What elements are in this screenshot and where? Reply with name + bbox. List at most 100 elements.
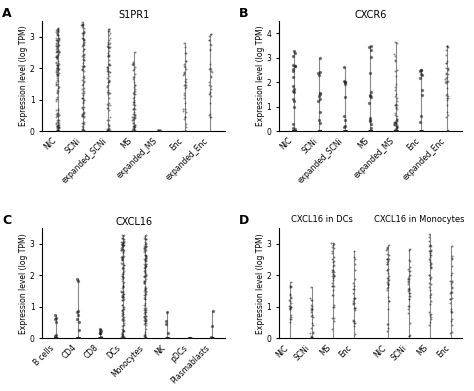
Point	[328, 280, 336, 287]
Point	[391, 128, 398, 135]
Point	[185, 335, 193, 341]
Point	[207, 86, 214, 92]
Point	[142, 326, 150, 332]
Point	[309, 306, 316, 312]
Point	[51, 316, 59, 323]
Point	[207, 335, 215, 341]
Point	[141, 335, 149, 341]
Point	[106, 127, 113, 133]
Point	[106, 35, 113, 41]
Point	[391, 128, 398, 135]
Point	[443, 85, 451, 91]
Point	[350, 318, 357, 325]
Text: D: D	[238, 213, 249, 227]
Point	[73, 335, 81, 341]
Point	[393, 128, 401, 135]
Point	[392, 128, 400, 135]
Point	[80, 119, 88, 126]
Point	[54, 71, 61, 77]
Point	[442, 79, 449, 86]
Point	[350, 248, 358, 254]
Point	[328, 326, 336, 333]
Point	[105, 78, 113, 84]
Point	[140, 332, 148, 338]
Point	[393, 128, 401, 135]
Point	[55, 26, 62, 32]
Point	[367, 128, 375, 135]
Point	[105, 32, 113, 38]
Point	[442, 92, 450, 98]
Point	[79, 128, 86, 135]
Point	[118, 308, 126, 315]
Point	[95, 335, 103, 341]
Point	[342, 128, 349, 135]
Point	[78, 67, 85, 74]
Point	[81, 110, 88, 117]
Point	[426, 242, 434, 248]
Point	[97, 335, 105, 341]
Point	[425, 231, 433, 238]
Point	[80, 121, 88, 127]
Point	[208, 335, 215, 341]
Point	[54, 51, 62, 57]
Point	[118, 297, 126, 303]
Point	[392, 127, 400, 133]
Point	[291, 128, 298, 135]
Point	[392, 128, 399, 135]
Point	[55, 107, 62, 113]
Point	[118, 240, 126, 247]
Point	[131, 124, 138, 130]
Point	[185, 335, 193, 341]
Point	[419, 87, 426, 93]
Point	[142, 292, 149, 298]
Point	[443, 71, 450, 77]
Point	[105, 52, 113, 59]
Point	[209, 335, 217, 341]
Point	[53, 94, 61, 100]
Point	[391, 128, 399, 135]
Point	[53, 126, 61, 132]
Point	[404, 276, 412, 282]
Point	[131, 74, 138, 80]
Point	[391, 87, 399, 93]
Point	[182, 124, 190, 130]
Point	[118, 240, 126, 247]
Point	[53, 111, 60, 118]
Point	[53, 62, 60, 68]
Point	[52, 335, 59, 341]
Point	[118, 255, 125, 261]
Point	[73, 335, 81, 341]
Point	[391, 84, 399, 90]
Point	[80, 88, 88, 94]
Point	[185, 335, 193, 341]
Point	[391, 128, 399, 135]
Point	[328, 268, 336, 274]
Point	[290, 128, 298, 135]
Point	[405, 276, 413, 282]
Point	[80, 45, 88, 52]
Point	[330, 269, 337, 275]
Point	[208, 69, 215, 75]
Point	[290, 128, 297, 135]
Point	[350, 296, 358, 302]
Point	[54, 48, 61, 54]
Point	[54, 32, 62, 38]
Point	[73, 308, 81, 315]
Point	[118, 232, 126, 239]
Point	[119, 283, 127, 290]
Point	[104, 127, 112, 134]
Point	[316, 128, 323, 135]
Point	[52, 332, 60, 338]
Point	[207, 30, 215, 37]
Point	[365, 128, 373, 135]
Point	[367, 128, 375, 135]
Text: A: A	[2, 7, 12, 20]
Point	[406, 285, 413, 291]
Point	[392, 39, 399, 45]
Point	[52, 335, 59, 341]
Point	[98, 335, 105, 341]
Point	[118, 273, 126, 279]
Point	[417, 128, 424, 135]
Point	[97, 335, 105, 341]
Point	[392, 128, 400, 135]
